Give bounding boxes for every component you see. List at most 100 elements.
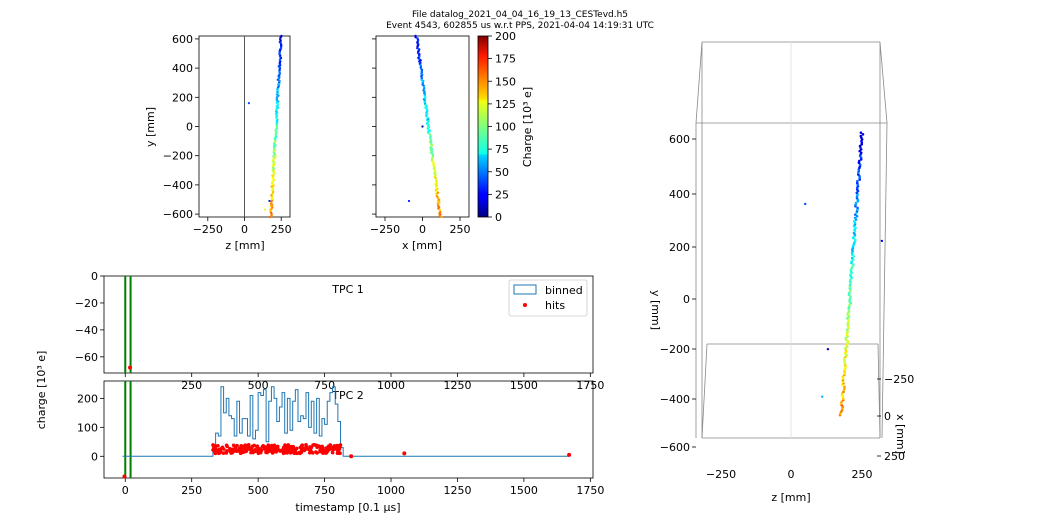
3d-xlabel-axis: x [mm]	[894, 414, 907, 454]
x-tick-label: 500	[248, 484, 269, 497]
x-tick-label: 1000	[377, 379, 405, 392]
z-tick-label: −250	[706, 468, 736, 481]
track-point	[852, 219, 856, 223]
hit-point	[225, 444, 229, 449]
z-tick-label: 250	[852, 468, 873, 481]
track-point	[854, 201, 858, 205]
isolated-hit-point	[821, 395, 824, 398]
isolated-hit-point	[263, 208, 267, 211]
colorbar-tick-label: 0	[495, 211, 502, 224]
track-point	[857, 159, 861, 163]
track-point	[852, 263, 855, 267]
hit-point	[305, 447, 309, 451]
track-point	[440, 215, 443, 219]
y-tick-label: 0	[91, 450, 98, 463]
z-tick-label: 0	[788, 468, 795, 481]
hit-point	[250, 444, 255, 449]
plot-frame	[103, 275, 594, 374]
track-point	[856, 179, 859, 183]
legend: binned hits	[508, 279, 588, 317]
colorbar-label: Charge [10³ e]	[521, 87, 534, 167]
3d-ylabel-axis: y [mm]	[649, 290, 662, 330]
x-tick-label: 1250	[443, 379, 471, 392]
y-tick-label: −40	[75, 324, 98, 337]
track-point	[844, 336, 847, 340]
hit-point	[309, 448, 313, 453]
track-point	[853, 238, 857, 241]
hit-point	[402, 451, 407, 456]
track-point	[427, 131, 430, 135]
x-tick-label: 250	[181, 484, 202, 497]
y-tick-label: 0	[186, 121, 193, 134]
zy-ylabel: y [mm]	[144, 107, 157, 147]
zy-xlabel: z [mm]	[225, 239, 264, 252]
y-tick-label: 100	[77, 421, 98, 434]
isolated-hit-point	[427, 118, 430, 121]
legend-hits-marker	[523, 303, 527, 307]
hit-point	[284, 450, 289, 455]
xy-xlabel: x [mm]	[402, 239, 442, 252]
colorbar-tick-label: 75	[495, 143, 509, 156]
track-point	[859, 151, 863, 155]
timestamp-xlabel: timestamp [0.1 μs]	[295, 501, 400, 514]
charge-ylabel: charge [10³ e]	[35, 351, 48, 430]
track-point	[436, 191, 440, 194]
box-edge	[881, 122, 888, 439]
hit-point	[349, 454, 354, 459]
y-tick-label: 0	[683, 293, 690, 306]
box-edge	[877, 343, 881, 439]
x-tick-label: 0	[241, 223, 248, 236]
figure-title-line1: File datalog_2021_04_04_16_19_13_CESTevd…	[412, 10, 628, 20]
hit-point	[312, 442, 317, 447]
hit-point	[288, 450, 293, 455]
hit-point	[336, 450, 341, 454]
x-tick-label: 1750	[576, 379, 604, 392]
y-tick-label: −600	[660, 441, 690, 454]
binned-histogram	[122, 386, 570, 457]
track-point	[278, 79, 281, 83]
track-point	[272, 155, 275, 158]
hit-point	[281, 445, 286, 450]
isolated-hit-point	[268, 199, 271, 203]
figure-title-line2: Event 4543, 602855 us w.r.t PPS, 2021-04…	[386, 21, 654, 31]
y-tick-label: −400	[660, 393, 690, 406]
hit-point	[321, 448, 326, 453]
track-point	[849, 295, 852, 298]
tpc2-title: TPC 2	[331, 389, 364, 402]
hit-point	[315, 444, 320, 449]
hit-point	[228, 446, 232, 451]
box-edge	[879, 41, 888, 124]
y-tick-label: 0	[91, 270, 98, 283]
hit-point	[270, 446, 275, 450]
colorbar-tick-label: 150	[495, 75, 516, 88]
x-tick-label: −250	[884, 373, 914, 386]
colorbar-tick-label: 200	[495, 30, 516, 43]
track-point	[844, 347, 847, 350]
plot-frame	[103, 380, 594, 479]
hit-point	[258, 448, 262, 452]
track-point	[846, 340, 850, 343]
track-point	[268, 215, 272, 219]
y-tick-label: 600	[172, 33, 193, 46]
hit-point	[304, 442, 308, 447]
track-point	[856, 206, 859, 210]
track-point	[271, 174, 274, 177]
y-tick-label: −200	[163, 150, 193, 163]
hit-point	[269, 449, 274, 453]
track-point	[274, 156, 277, 159]
hit-point	[294, 446, 299, 451]
hit-point	[302, 446, 306, 451]
x-tick-label: 750	[314, 484, 335, 497]
hit-point	[280, 448, 284, 453]
x-tick-label: 1250	[443, 484, 471, 497]
y-tick-label: 200	[172, 91, 193, 104]
track-point	[428, 129, 432, 132]
hit-point	[327, 445, 332, 450]
hit-point	[248, 447, 253, 452]
colorbar-tick-label: 50	[495, 166, 509, 179]
hit-point	[314, 450, 318, 454]
isolated-hit-point	[247, 102, 251, 105]
colorbar-tick-label: 125	[495, 98, 516, 111]
track-point	[843, 385, 846, 389]
hit-point	[128, 365, 133, 370]
